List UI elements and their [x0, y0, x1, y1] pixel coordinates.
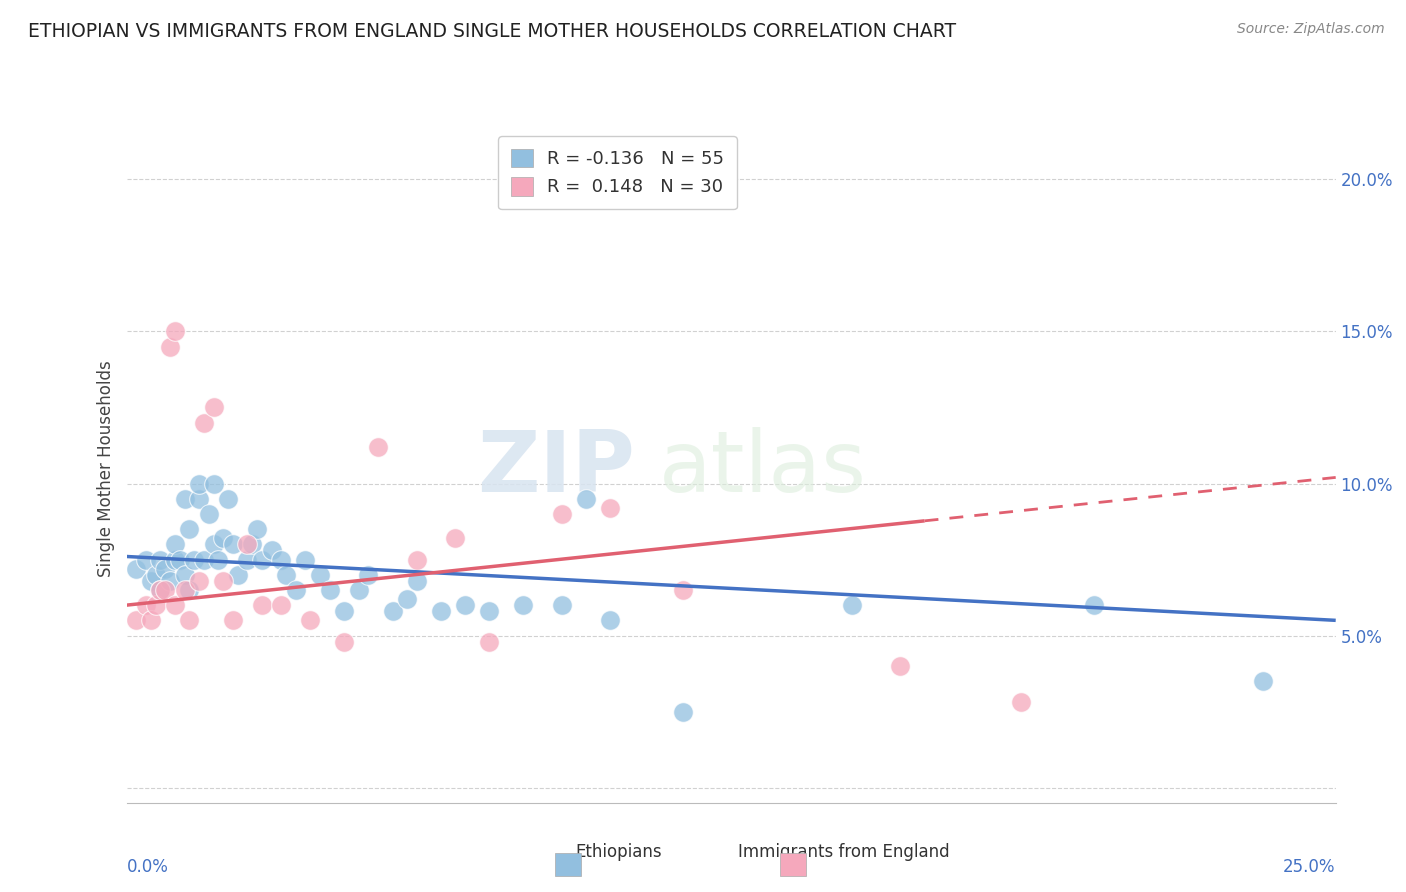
Point [575, 491, 598, 506]
Point [236, 537, 259, 551]
Point [202, 476, 225, 491]
Point [202, 401, 225, 415]
Point [139, 574, 162, 588]
Point [478, 604, 501, 618]
Point [212, 574, 235, 588]
Point [163, 537, 186, 551]
Point [155, 582, 177, 597]
Point [159, 574, 181, 588]
Point [222, 537, 245, 551]
Point [357, 567, 380, 582]
Point [179, 582, 201, 597]
Point [367, 440, 389, 454]
Point [841, 598, 863, 612]
Text: atlas: atlas [658, 426, 866, 510]
Point [672, 705, 695, 719]
Point [260, 543, 283, 558]
Text: Ethiopians: Ethiopians [575, 843, 662, 861]
Text: Immigrants from England: Immigrants from England [738, 843, 949, 861]
Point [318, 582, 340, 597]
Point [599, 613, 621, 627]
Point [309, 567, 332, 582]
Text: 25.0%: 25.0% [1284, 857, 1336, 876]
Text: ZIP: ZIP [477, 426, 634, 510]
Point [179, 613, 201, 627]
Point [478, 634, 501, 648]
Point [149, 582, 172, 597]
Point [149, 552, 172, 566]
Point [139, 613, 162, 627]
Point [444, 531, 467, 545]
Point [551, 598, 574, 612]
Point [163, 325, 186, 339]
Point [250, 598, 273, 612]
Point [145, 598, 167, 612]
Point [250, 552, 273, 566]
Point [512, 598, 534, 612]
Point [430, 604, 453, 618]
Point [276, 567, 298, 582]
Point [381, 604, 404, 618]
Point [197, 507, 219, 521]
Point [155, 562, 177, 576]
Point [672, 582, 695, 597]
Point [173, 567, 195, 582]
Point [183, 552, 205, 566]
Point [173, 491, 195, 506]
Point [193, 552, 215, 566]
Point [599, 500, 621, 515]
Point [163, 552, 186, 566]
Point [347, 582, 370, 597]
Point [889, 659, 911, 673]
Point [125, 613, 148, 627]
Legend: R = -0.136   N = 55, R =  0.148   N = 30: R = -0.136 N = 55, R = 0.148 N = 30 [498, 136, 737, 209]
Point [551, 507, 574, 521]
Point [270, 598, 292, 612]
Point [188, 574, 211, 588]
Point [163, 598, 186, 612]
Point [193, 416, 215, 430]
Point [173, 582, 195, 597]
Point [299, 613, 322, 627]
Point [333, 634, 356, 648]
Point [169, 552, 191, 566]
Point [236, 552, 259, 566]
Point [405, 552, 427, 566]
Point [226, 567, 249, 582]
Text: ETHIOPIAN VS IMMIGRANTS FROM ENGLAND SINGLE MOTHER HOUSEHOLDS CORRELATION CHART: ETHIOPIAN VS IMMIGRANTS FROM ENGLAND SIN… [28, 22, 956, 41]
Point [333, 604, 356, 618]
Point [294, 552, 316, 566]
Point [222, 613, 245, 627]
Point [207, 552, 229, 566]
Point [217, 491, 239, 506]
Point [135, 552, 157, 566]
Text: Source: ZipAtlas.com: Source: ZipAtlas.com [1237, 22, 1385, 37]
Point [159, 340, 181, 354]
Point [284, 582, 307, 597]
Point [149, 582, 172, 597]
Point [246, 522, 269, 536]
Point [179, 522, 201, 536]
Point [240, 537, 263, 551]
Point [145, 567, 167, 582]
Point [396, 592, 419, 607]
Point [212, 531, 235, 545]
Point [270, 552, 292, 566]
Y-axis label: Single Mother Households: Single Mother Households [97, 360, 115, 576]
Point [188, 476, 211, 491]
Point [1010, 696, 1032, 710]
Text: 0.0%: 0.0% [127, 857, 169, 876]
Point [135, 598, 157, 612]
Point [1251, 674, 1274, 689]
Point [1083, 598, 1105, 612]
Point [125, 562, 148, 576]
Point [188, 491, 211, 506]
Point [202, 537, 225, 551]
Point [405, 574, 427, 588]
Point [454, 598, 477, 612]
